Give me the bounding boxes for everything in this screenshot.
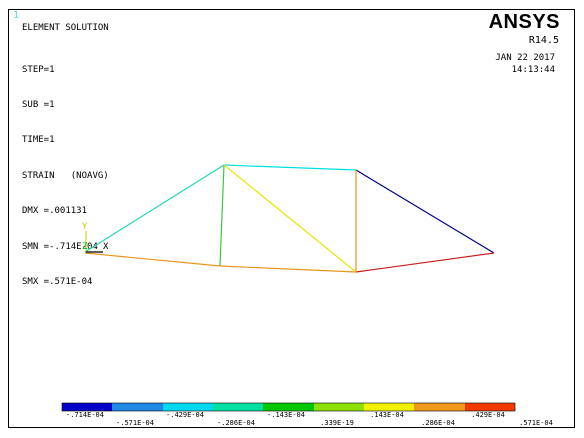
element-line xyxy=(84,252,221,267)
triad-z-label: Z xyxy=(82,242,88,252)
triad-x-label: X xyxy=(103,242,109,252)
legend-label-top: .429E-04 xyxy=(471,411,505,419)
element-line xyxy=(355,252,495,273)
element-line xyxy=(223,164,357,171)
legend-swatch xyxy=(163,403,213,411)
legend-label-top: .143E-04 xyxy=(370,411,404,419)
legend-label-bottom: -.571E-04 xyxy=(116,419,154,427)
legend-label-bottom: -.286E-04 xyxy=(217,419,255,427)
legend-label-bottom: .339E-19 xyxy=(320,419,354,427)
window-number: 1 xyxy=(13,10,20,21)
solution-info-block: STEP=1 SUB =1 TIME=1 STRAIN (NOAVG) DMX … xyxy=(22,41,109,301)
truss-elements xyxy=(84,164,495,273)
legend-label-bottom: .571E-04 xyxy=(519,419,553,427)
smn-line: SMN =-.714E-04 xyxy=(22,241,98,252)
legend-swatch xyxy=(414,403,465,411)
ansys-logo: ANSYS xyxy=(488,11,560,33)
legend-label-top: -.143E-04 xyxy=(267,411,305,419)
date-label: JAN 22 2017 xyxy=(495,53,555,63)
release-label: R14.5 xyxy=(528,35,559,46)
dmx-line: DMX =.001131 xyxy=(22,206,88,217)
time-label: 14:13:44 xyxy=(511,65,555,75)
legend-bar xyxy=(61,402,516,412)
graphics-window-frame xyxy=(8,9,575,428)
legend-border xyxy=(61,402,516,412)
legend-label-top: -.429E-04 xyxy=(166,411,204,419)
solution-type-title: ELEMENT SOLUTION xyxy=(22,23,109,33)
legend-swatch xyxy=(263,403,314,411)
legend-swatch xyxy=(112,403,163,411)
legend-swatch xyxy=(314,403,364,411)
element-line xyxy=(223,164,357,273)
legend-label-top: -.714E-04 xyxy=(66,411,104,419)
result-item-line: STRAIN (NOAVG) xyxy=(22,170,109,181)
legend-swatch xyxy=(364,403,414,411)
coordinate-triad: Y Z X xyxy=(82,222,109,253)
element-line xyxy=(219,164,225,267)
smx-line: SMX =.571E-04 xyxy=(22,276,93,287)
triad-y-label: Y xyxy=(82,222,88,232)
step-line: STEP=1 xyxy=(22,64,55,75)
legend-swatch xyxy=(62,403,112,411)
legend-swatch xyxy=(213,403,263,411)
time-line: TIME=1 xyxy=(22,135,55,146)
substep-line: SUB =1 xyxy=(22,99,55,110)
legend-swatch xyxy=(465,403,515,411)
legend-label-bottom: .286E-04 xyxy=(421,419,455,427)
element-line xyxy=(219,265,357,273)
element-line xyxy=(355,169,495,254)
element-line xyxy=(84,164,225,253)
